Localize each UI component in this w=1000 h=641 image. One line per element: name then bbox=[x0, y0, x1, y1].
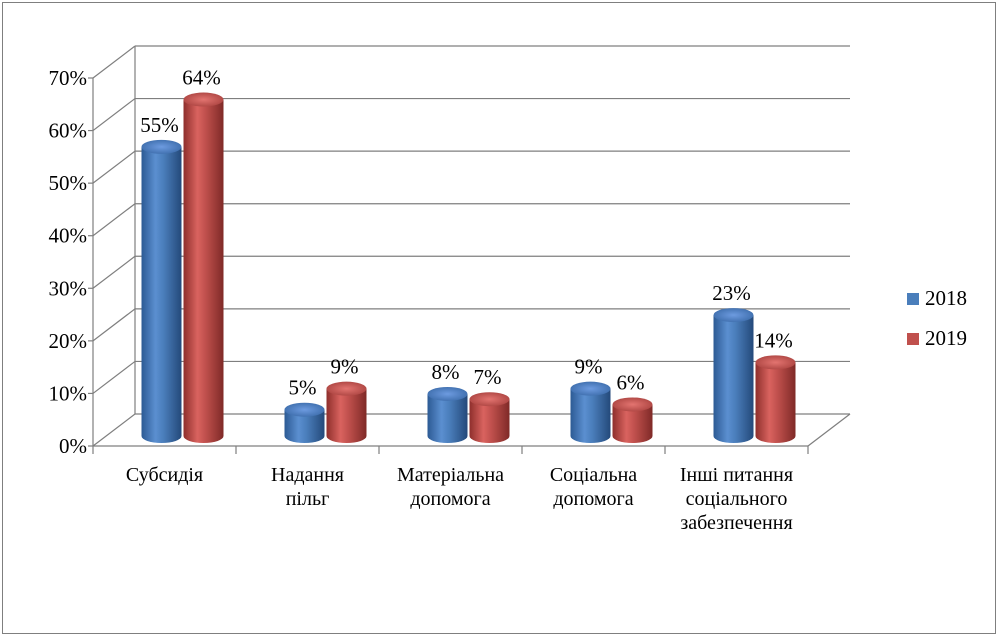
gridline-side bbox=[92, 98, 136, 132]
cylinder-top bbox=[141, 139, 182, 154]
cylinder-body bbox=[284, 409, 325, 444]
cylinder-body bbox=[612, 404, 653, 444]
legend-label: 2018 bbox=[925, 286, 967, 310]
cylinder-top bbox=[183, 92, 224, 107]
y-tick-label: 20% bbox=[49, 329, 88, 353]
gridline-side bbox=[92, 255, 136, 289]
gridline-side bbox=[92, 308, 136, 342]
data-label: 9% bbox=[575, 355, 603, 379]
x-category-label-line: допомога bbox=[410, 488, 490, 510]
y-tick-label: 0% bbox=[59, 434, 87, 458]
bar-2018 bbox=[427, 386, 468, 444]
gridline-side bbox=[92, 150, 136, 184]
y-tick-label: 10% bbox=[49, 381, 88, 405]
label-layer: 55%64% 5% 9% 8% 7% 9% 6% 23%14% bbox=[140, 66, 793, 400]
data-label: 14% bbox=[754, 328, 793, 352]
y-tick-label: 30% bbox=[49, 276, 88, 300]
bar-layer bbox=[141, 92, 796, 444]
gridline-side bbox=[92, 45, 136, 79]
bar-2018 bbox=[713, 308, 754, 444]
x-category-label-line: Субсидія bbox=[126, 464, 203, 486]
x-category-label-line: соціального bbox=[686, 488, 788, 510]
cylinder-body bbox=[183, 99, 224, 444]
axis-layer: 0% 10% 20% 30% 40% 50% 60% 70% Субсидія Надання пі… bbox=[49, 46, 851, 534]
cylinder-body bbox=[326, 388, 367, 444]
x-category-label-line: забезпечення bbox=[680, 512, 792, 534]
legend: 2018 2019 bbox=[907, 286, 967, 350]
cylinder-top bbox=[755, 355, 796, 370]
x-category-label-line: Матеріальна bbox=[397, 464, 504, 486]
x-category-label: Матеріальна допомога bbox=[397, 464, 504, 510]
x-category-label-line: Надання bbox=[271, 464, 344, 486]
bar-2019 bbox=[612, 397, 653, 444]
cylinder-body bbox=[141, 146, 182, 444]
x-category-label: Соціальна допомога bbox=[550, 464, 637, 510]
x-category-label: Субсидія bbox=[126, 464, 203, 486]
legend-swatch bbox=[907, 333, 919, 345]
y-tick-label: 70% bbox=[49, 66, 88, 90]
y-tick-label: 50% bbox=[49, 171, 88, 195]
cylinder-top bbox=[612, 397, 653, 412]
x-axis-side bbox=[807, 413, 851, 447]
cylinder-body bbox=[427, 393, 468, 444]
data-label: 23% bbox=[712, 281, 751, 305]
bar-2018 bbox=[570, 381, 611, 444]
legend-swatch bbox=[907, 293, 919, 305]
grid-layer bbox=[92, 45, 850, 447]
data-label: 55% bbox=[140, 113, 179, 137]
data-label: 5% bbox=[289, 376, 317, 400]
bar-chart: 0% 10% 20% 30% 40% 50% 60% 70% Субсидія Надання пі… bbox=[49, 45, 967, 534]
x-category-label-line: Соціальна bbox=[550, 464, 637, 486]
cylinder-top bbox=[284, 402, 325, 417]
legend-label: 2019 bbox=[925, 326, 967, 350]
bar-2018 bbox=[141, 139, 182, 444]
cylinder-top bbox=[427, 386, 468, 401]
y-tick-label: 40% bbox=[49, 224, 88, 248]
x-category-label-line: пільг bbox=[286, 488, 330, 510]
cylinder-top bbox=[326, 381, 367, 396]
bar-2019 bbox=[183, 92, 224, 444]
bar-2019 bbox=[326, 381, 367, 444]
data-label: 7% bbox=[474, 365, 502, 389]
data-label: 64% bbox=[182, 66, 221, 90]
bar-2019 bbox=[755, 355, 796, 444]
gridline-side bbox=[92, 360, 136, 394]
x-category-label: Надання пільг bbox=[271, 464, 344, 510]
gridline-side bbox=[92, 413, 136, 447]
bar-2019 bbox=[469, 392, 510, 444]
cylinder-body bbox=[469, 399, 510, 444]
cylinder-body bbox=[713, 315, 754, 444]
cylinder-top bbox=[469, 392, 510, 407]
data-label: 9% bbox=[331, 355, 359, 379]
cylinder-body bbox=[570, 388, 611, 444]
x-category-label: Інші питання соціального забезпечення bbox=[680, 464, 793, 534]
bar-2018 bbox=[284, 402, 325, 444]
data-label: 6% bbox=[617, 370, 645, 394]
data-label: 8% bbox=[432, 360, 460, 384]
cylinder-body bbox=[755, 362, 796, 444]
cylinder-top bbox=[570, 381, 611, 396]
cylinder-top bbox=[713, 308, 754, 323]
x-category-label-line: Інші питання bbox=[680, 464, 793, 486]
y-tick-label: 60% bbox=[49, 119, 88, 143]
x-category-label-line: допомога bbox=[553, 488, 633, 510]
gridline-side bbox=[92, 203, 136, 237]
